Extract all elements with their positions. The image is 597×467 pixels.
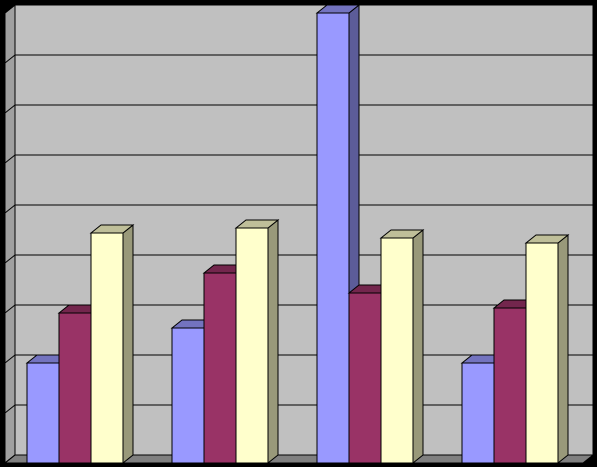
bar bbox=[524, 233, 570, 465]
side-grid-line bbox=[4, 454, 16, 464]
bar-front bbox=[348, 292, 382, 464]
bar-side bbox=[122, 223, 134, 465]
side-grid-line bbox=[4, 54, 16, 64]
bar-front bbox=[493, 307, 527, 464]
side-grid-line bbox=[4, 4, 16, 14]
bar-side bbox=[412, 228, 424, 465]
bar bbox=[234, 218, 280, 465]
bar-front bbox=[26, 362, 60, 464]
bar bbox=[379, 228, 425, 465]
side-grid-line bbox=[4, 104, 16, 114]
bar-front bbox=[58, 312, 92, 464]
bar-front bbox=[461, 362, 495, 464]
side-wall bbox=[4, 3, 16, 465]
bar-front bbox=[203, 272, 237, 464]
bar bbox=[315, 3, 361, 465]
bar-side bbox=[267, 218, 279, 465]
bar-front bbox=[316, 12, 350, 464]
side-grid-line bbox=[4, 354, 16, 364]
bar-front bbox=[171, 327, 205, 464]
bar-front bbox=[525, 242, 559, 464]
side-grid-line bbox=[4, 304, 16, 314]
side-grid-line bbox=[4, 154, 16, 164]
side-grid-line bbox=[4, 204, 16, 214]
bar-side bbox=[557, 233, 569, 465]
bar-front bbox=[380, 237, 414, 464]
bar-front bbox=[90, 232, 124, 464]
side-grid-line bbox=[4, 404, 16, 414]
side-grid-line bbox=[4, 254, 16, 264]
bar-front bbox=[235, 227, 269, 464]
bar bbox=[89, 223, 135, 465]
